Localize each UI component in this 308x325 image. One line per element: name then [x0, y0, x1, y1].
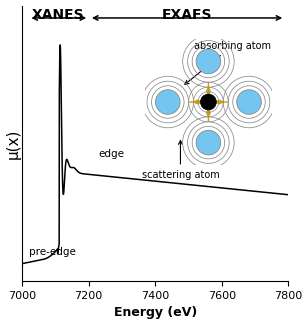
- Text: scattering atom: scattering atom: [142, 140, 219, 179]
- Text: edge: edge: [99, 149, 124, 159]
- Text: pre-edge: pre-edge: [29, 247, 75, 257]
- Text: EXAFS: EXAFS: [162, 8, 212, 22]
- Y-axis label: μ(x): μ(x): [6, 128, 21, 159]
- X-axis label: Energy (eV): Energy (eV): [114, 306, 197, 319]
- Text: absorbing atom: absorbing atom: [185, 41, 271, 84]
- Text: XANES: XANES: [32, 8, 84, 22]
